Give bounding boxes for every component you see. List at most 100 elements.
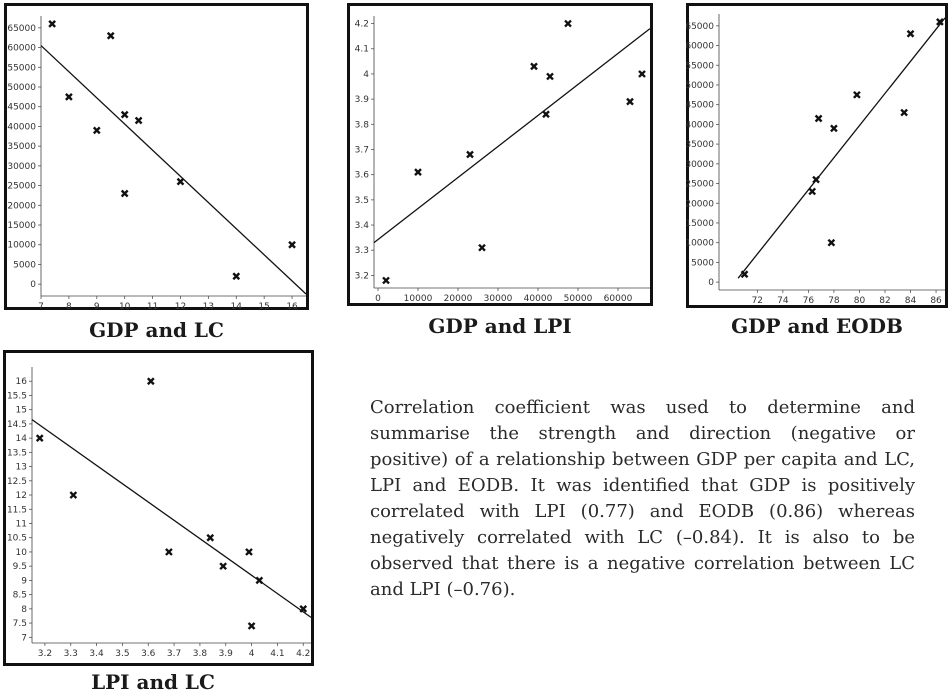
gdp-lc-trendline [40,45,307,295]
gdp-eodb-point-stroke [830,124,838,133]
gdp-eodb-point [812,175,820,184]
lpi-lc-xtick-label: 3.6 [141,649,156,659]
lpi-lc-xtick-label: 3.8 [193,649,208,659]
chart-lpi-lc-svg: 7 7.5 8 8.5 9 9.5 10 10.5 11 11.5 12 12.5 13 13.5 14 14… [7,367,312,659]
lpi-lc-point [35,434,44,442]
gdp-lc-point [106,31,115,40]
lpi-lc-point-stroke [219,562,228,571]
gdp-eodb-ytick-label: 20000 [685,199,714,209]
gdp-lpi-ytick-label: 3.6 [355,171,370,181]
lpi-lc-point-stroke [299,605,308,613]
gdp-lc-ytick-label: 10000 [7,241,36,251]
gdp-eodb-xtick-label: 80 [854,296,866,306]
gdp-lpi-point [542,110,550,119]
lpi-lc-xtick-label: 3.7 [167,649,181,659]
gdp-lpi-point-stroke [626,97,634,106]
gdp-lpi-trendline [373,28,651,244]
lpi-lc-point-stroke [35,434,44,442]
lpi-lc-ytick-label: 7 [21,633,27,643]
gdp-lc-xtick-label: 7 [38,302,44,312]
gdp-lc-ytick-label: 20000 [7,201,36,211]
gdp-lpi-ytick-label: 4 [363,70,369,80]
gdp-lc-xtick-label: 14 [231,302,243,312]
gdp-lpi-point-stroke [478,243,486,252]
gdp-lc-xtick-label: 8 [66,302,72,312]
gdp-lc-point [120,110,129,119]
gdp-lc-xtick-label: 15 [258,302,269,312]
gdp-lpi-point-stroke [414,168,422,176]
chart-gdp-eodb-svg: 0 5000 10000 15000 20000 25000 30000 35000 40000… [685,14,946,306]
lpi-lc-point-stroke [206,533,215,542]
gdp-lc-ytick-label: 50000 [7,83,36,93]
gdp-lc-point [65,92,73,101]
lpi-lc-point-stroke [255,576,264,585]
caption-gdp-lpi: GDP and LPI [428,314,572,338]
gdp-lpi-point [564,19,572,28]
lpi-lc-ytick-label: 10 [16,548,28,558]
gdp-eodb-point [853,90,861,99]
gdp-lc-ytick-label: 0 [30,280,36,290]
gdp-lc-point-stroke [92,126,101,135]
lpi-lc-xtick-label: 4 [249,649,255,659]
gdp-lpi-point [626,97,634,106]
gdp-lpi-point-stroke [382,276,390,285]
gdp-eodb-point [808,187,817,196]
gdp-lc-ytick-label: 40000 [7,122,36,132]
gdp-lc-xtick-label: 11 [147,302,158,312]
lpi-lc-ytick-label: 12 [16,491,27,501]
lpi-lc-xtick-label: 4.1 [270,649,284,659]
gdp-lc-point-stroke [134,116,143,125]
lpi-lc-ytick-label: 9 [21,576,27,586]
lpi-lc-ytick-label: 12.5 [7,477,27,487]
lpi-lc-point [245,548,253,556]
gdp-lc-point-stroke [106,31,115,40]
lpi-lc-xtick-label: 3.4 [89,649,104,659]
gdp-eodb-trendline [737,17,946,279]
gdp-eodb-xtick-label: 74 [777,296,789,306]
gdp-lc-point [48,20,57,28]
gdp-eodb-point-stroke [814,114,823,123]
gdp-eodb-point [936,18,944,26]
lpi-lc-ytick-label: 7.5 [13,619,27,629]
gdp-lc-point-stroke [232,272,241,281]
chart-lpi-lc: 7 7.5 8 8.5 9 9.5 10 10.5 11 11.5 12 12.5 13 13.5 14 14… [3,350,314,666]
gdp-eodb-ytick-label: 40000 [685,120,714,130]
gdp-lpi-point [466,150,474,159]
gdp-lpi-point-stroke [564,19,572,28]
gdp-lc-ytick-label: 55000 [7,63,36,73]
gdp-lpi-xtick-label: 60000 [604,294,633,304]
gdp-lc-point [232,272,241,281]
gdp-lc-point [92,126,101,135]
gdp-lc-point-stroke [176,177,185,186]
gdp-lpi-xtick-label: 50000 [564,294,593,304]
caption-gdp-lc: GDP and LC [89,318,224,342]
gdp-lpi-point-stroke [638,70,646,78]
gdp-lc-ytick-label: 45000 [7,103,36,113]
gdp-lpi-xtick-label: 30000 [484,294,513,304]
lpi-lc-point-stroke [247,622,256,630]
gdp-lpi-ytick-label: 3.3 [355,246,369,256]
gdp-eodb-point [740,270,749,279]
lpi-lc-point [146,377,155,386]
gdp-lpi-point-stroke [542,110,550,119]
gdp-eodb-xtick-label: 86 [930,296,942,306]
gdp-lpi-xtick-label: 10000 [404,294,433,304]
gdp-eodb-point-stroke [808,187,817,196]
lpi-lc-point-stroke [146,377,155,386]
gdp-lc-point [176,177,185,186]
lpi-lc-point-stroke [69,491,78,499]
gdp-lc-xtick-label: 16 [286,302,298,312]
gdp-lc-point-stroke [120,189,129,198]
lpi-lc-point [219,562,228,571]
gdp-lpi-ytick-label: 3.8 [355,120,370,130]
gdp-lpi-ytick-label: 4.1 [355,45,369,55]
caption-lpi-lc: LPI and LC [91,670,215,694]
gdp-lc-xtick-label: 12 [175,302,186,312]
lpi-lc-trendline [31,419,312,618]
lpi-lc-ytick-label: 14.5 [7,420,27,430]
chart-gdp-lc-svg: 0 5000 10000 15000 20000 25000 30000 35000 40000… [7,16,307,312]
lpi-lc-ytick-label: 8 [21,605,27,615]
gdp-lc-xtick-label: 9 [94,302,100,312]
gdp-lpi-point [546,72,554,81]
gdp-eodb-point-stroke [812,175,820,184]
